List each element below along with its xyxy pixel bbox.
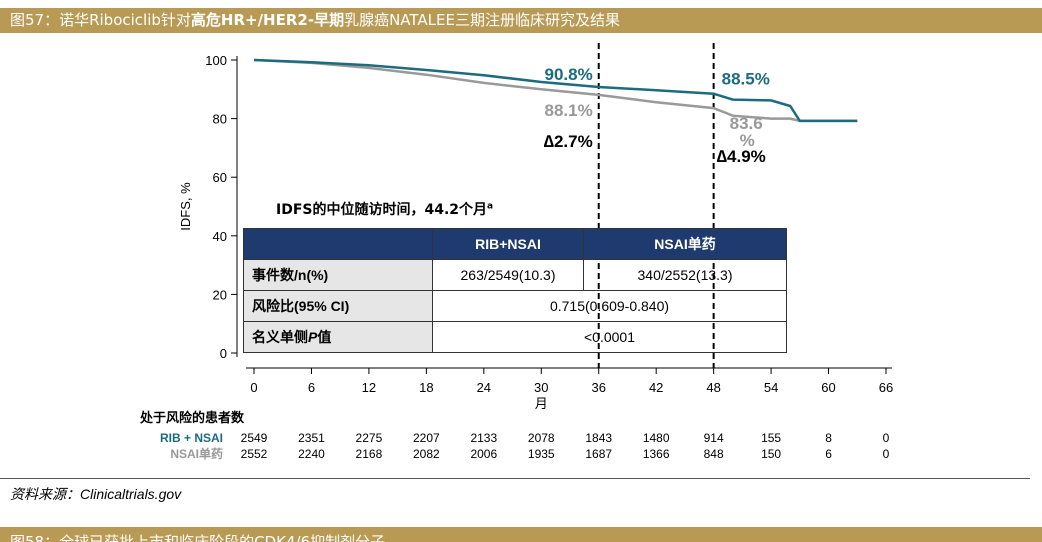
risk-value: 1480: [643, 431, 670, 445]
x-tick-label: 66: [879, 380, 893, 395]
risk-value: 2351: [298, 431, 325, 445]
stats-row-events: 事件数/n(%) 263/2549(10.3) 340/2552(13.3): [243, 259, 787, 291]
stats-row-hr: 风险比(95% CI) 0.715(0.609-0.840): [243, 290, 787, 322]
stats-row-pvalue: 名义单侧P值 <0.0001: [243, 321, 787, 353]
stats-header-nsai: NSAI单药: [583, 228, 787, 260]
source-label: 资料来源：: [10, 487, 80, 503]
risk-value: 2240: [298, 447, 325, 461]
stats-value-events-nsai: 340/2552(13.3): [583, 259, 787, 291]
series-line-nsai: [253, 58, 858, 123]
risk-value: 2549: [241, 431, 268, 445]
y-tick-label: 20: [213, 287, 227, 302]
risk-value: 8: [825, 431, 832, 445]
x-tick-label: 24: [477, 380, 491, 395]
risk-row-label: NSAI单药: [170, 446, 223, 461]
risk-value: 150: [761, 447, 781, 461]
risk-value: 914: [704, 431, 724, 445]
risk-row-label: RIB + NSAI: [160, 431, 223, 445]
x-tick-label: 0: [250, 380, 257, 395]
risk-value: 1687: [585, 447, 612, 461]
stats-label-events: 事件数/n(%): [243, 259, 433, 291]
stats-header-rib: RIB+NSAI: [432, 228, 584, 260]
risk-value: 2082: [413, 447, 440, 461]
risk-value: 2133: [470, 431, 497, 445]
risk-value: 2078: [528, 431, 555, 445]
risk-value: 1366: [643, 447, 670, 461]
stats-table-title: IDFS的中位随访时间，44.2个月a: [276, 201, 494, 218]
next-figure-banner: 图58：全球已获批上市和临床阶段的CDK4/6抑制剂分子: [0, 527, 1042, 542]
risk-value: 155: [761, 431, 781, 445]
y-tick-label: 0: [220, 346, 227, 361]
annotation-nsai-48: 83.6: [730, 114, 763, 133]
y-tick-label: 60: [213, 170, 227, 185]
stats-label-hr: 风险比(95% CI): [243, 290, 433, 322]
x-tick-label: 30: [534, 380, 548, 395]
risk-value: 2275: [356, 431, 383, 445]
source-note: 资料来源：Clinicaltrials.gov: [10, 484, 181, 504]
risk-value: 2552: [241, 447, 268, 461]
x-tick-label: 6: [308, 380, 315, 395]
risk-value: 2207: [413, 431, 440, 445]
x-tick-label: 54: [764, 380, 778, 395]
x-axis-label: 月: [535, 397, 548, 412]
stats-label-pvalue: 名义单侧P值: [243, 321, 433, 353]
annotation-rib-36: 90.8%: [545, 65, 593, 84]
stats-table: RIB+NSAI NSAI单药 事件数/n(%) 263/2549(10.3) …: [243, 228, 787, 353]
next-figure-title: 图58：全球已获批上市和临床阶段的CDK4/6抑制剂分子: [10, 533, 386, 542]
figure-title-prefix: 图57：诺华Ribociclib针对: [10, 11, 191, 29]
annotation-nsai-48-unit: %: [740, 131, 755, 150]
figure-title-bold: 高危HR+/HER2-早期: [190, 11, 345, 29]
x-tick-label: 42: [649, 380, 663, 395]
source-value: Clinicaltrials.gov: [80, 486, 182, 502]
x-tick-label: 48: [706, 380, 720, 395]
stats-value-pvalue: <0.0001: [432, 321, 787, 353]
annotation-nsai-36: 88.1%: [545, 101, 593, 120]
x-tick-label: 36: [591, 380, 605, 395]
annotation-rib-48: 88.5%: [722, 70, 770, 89]
risk-value: 2168: [356, 447, 383, 461]
x-tick-label: 60: [821, 380, 835, 395]
y-tick-label: 100: [205, 53, 227, 68]
series-line-rib: [253, 58, 858, 123]
risk-value: 2006: [470, 447, 497, 461]
stats-value-events-rib: 263/2549(10.3): [432, 259, 584, 291]
stats-header-empty: [243, 228, 433, 260]
risk-value: 6: [825, 447, 832, 461]
x-tick-label: 18: [419, 380, 433, 395]
x-tick-label: 12: [362, 380, 376, 395]
risk-value: 1843: [585, 431, 612, 445]
risk-table-title: 处于风险的患者数: [139, 410, 245, 426]
annotation-delta-36: ∆2.7%: [544, 132, 593, 151]
y-tick-label: 40: [213, 229, 227, 244]
figure-title-suffix: 乳腺癌NATALEE三期注册临床研究及结果: [344, 11, 620, 29]
annotation-delta-48: ∆4.9%: [717, 147, 766, 166]
stats-value-hr: 0.715(0.609-0.840): [432, 290, 787, 322]
risk-value: 0: [883, 447, 890, 461]
y-axis-label: IDFS, %: [178, 182, 193, 231]
y-tick-label: 80: [213, 112, 227, 127]
risk-value: 1935: [528, 447, 555, 461]
figure-title-banner: 图57：诺华Ribociclib针对高危HR+/HER2-早期乳腺癌NATALE…: [0, 8, 1042, 33]
risk-value: 848: [704, 447, 724, 461]
risk-value: 0: [883, 431, 890, 445]
source-divider: [0, 478, 1030, 479]
